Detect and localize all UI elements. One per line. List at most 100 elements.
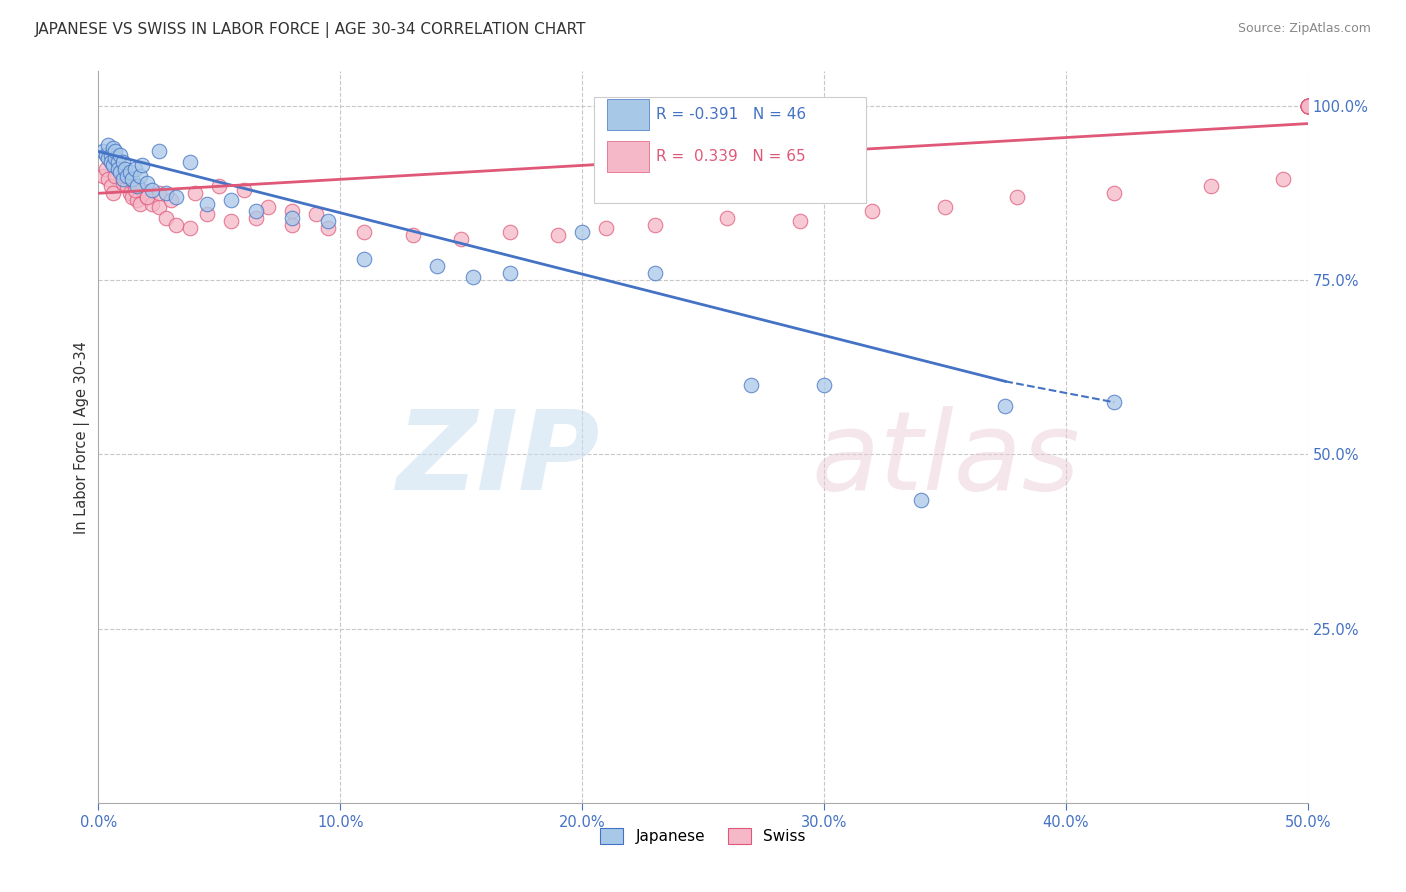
Point	[1272, 172, 1295, 186]
Text: atlas: atlas	[811, 406, 1080, 513]
Point	[118, 186, 141, 201]
Point	[141, 183, 163, 197]
Point	[245, 211, 267, 225]
Point	[1296, 99, 1319, 113]
Point	[108, 161, 131, 176]
Point	[124, 183, 146, 197]
Point	[100, 155, 122, 169]
Point	[179, 155, 201, 169]
Point	[1296, 99, 1319, 113]
Point	[148, 145, 170, 159]
Point	[155, 186, 177, 201]
Point	[245, 203, 267, 218]
Point	[498, 225, 520, 239]
Point	[426, 260, 449, 274]
Point	[104, 169, 127, 183]
Point	[155, 211, 177, 225]
Point	[100, 148, 122, 162]
Point	[232, 183, 254, 197]
Point	[97, 137, 120, 152]
Point	[124, 161, 146, 176]
Point	[184, 186, 207, 201]
Point	[571, 225, 593, 239]
Text: ZIP: ZIP	[396, 406, 600, 513]
Point	[160, 193, 183, 207]
Point	[101, 141, 124, 155]
Point	[179, 221, 201, 235]
Point	[165, 218, 187, 232]
Point	[547, 228, 569, 243]
Point	[195, 207, 218, 221]
Point	[91, 169, 114, 183]
Point	[131, 158, 153, 172]
Point	[1296, 99, 1319, 113]
Point	[256, 200, 278, 214]
Point	[644, 266, 666, 280]
Point	[994, 399, 1017, 413]
Point	[281, 203, 304, 218]
Point	[148, 200, 170, 214]
Point	[281, 211, 304, 225]
Point	[450, 231, 472, 245]
Point	[148, 186, 170, 201]
Point	[221, 193, 243, 207]
Point	[498, 266, 520, 280]
FancyBboxPatch shape	[595, 97, 866, 203]
Point	[1296, 99, 1319, 113]
Point	[402, 228, 425, 243]
Point	[124, 179, 146, 194]
Point	[97, 152, 120, 166]
Point	[353, 225, 375, 239]
Point	[644, 218, 666, 232]
Point	[111, 176, 134, 190]
Point	[1102, 186, 1125, 201]
Point	[1296, 99, 1319, 113]
Point	[131, 183, 153, 197]
Point	[141, 196, 163, 211]
Point	[1296, 99, 1319, 113]
Point	[595, 221, 617, 235]
Point	[813, 377, 835, 392]
Point	[910, 492, 932, 507]
Point	[1007, 190, 1029, 204]
Point	[1296, 99, 1319, 113]
Point	[165, 190, 187, 204]
Point	[1296, 99, 1319, 113]
Point	[353, 252, 375, 267]
Point	[101, 158, 124, 172]
Point	[94, 148, 117, 162]
Point	[1296, 99, 1319, 113]
Text: JAPANESE VS SWISS IN LABOR FORCE | AGE 30-34 CORRELATION CHART: JAPANESE VS SWISS IN LABOR FORCE | AGE 3…	[35, 22, 586, 38]
Point	[97, 172, 120, 186]
Point	[128, 169, 150, 183]
Point	[114, 169, 136, 183]
Point	[281, 218, 304, 232]
Point	[463, 269, 485, 284]
Point	[107, 155, 129, 169]
Text: Source: ZipAtlas.com: Source: ZipAtlas.com	[1237, 22, 1371, 36]
Point	[135, 190, 157, 204]
Point	[740, 377, 762, 392]
Point	[305, 207, 328, 221]
Text: R =  0.339   N = 65: R = 0.339 N = 65	[655, 149, 806, 164]
Point	[195, 196, 218, 211]
Point	[934, 200, 956, 214]
Point	[107, 155, 129, 169]
Point	[1199, 179, 1222, 194]
Point	[789, 214, 811, 228]
Point	[128, 196, 150, 211]
Legend: Japanese, Swiss: Japanese, Swiss	[595, 822, 811, 850]
Point	[91, 145, 114, 159]
Point	[118, 165, 141, 179]
Point	[127, 179, 149, 194]
Point	[101, 186, 124, 201]
Point	[111, 155, 134, 169]
Point	[716, 211, 738, 225]
Point	[121, 172, 143, 186]
Point	[104, 145, 127, 159]
Point	[94, 161, 117, 176]
Text: R = -0.391   N = 46: R = -0.391 N = 46	[655, 107, 806, 122]
Point	[108, 148, 131, 162]
Point	[121, 190, 143, 204]
Point	[117, 169, 139, 183]
